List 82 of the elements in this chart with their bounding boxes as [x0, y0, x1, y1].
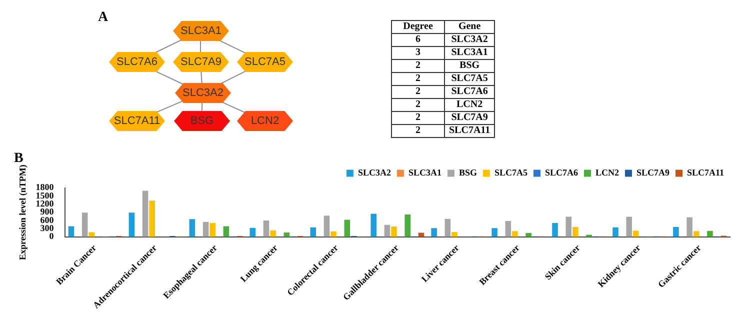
bar: [566, 216, 572, 237]
category-label: LCN2: [444, 98, 495, 112]
bar: [552, 222, 558, 237]
chart-title: B: [14, 151, 24, 166]
bar: [250, 228, 256, 237]
text: A: [98, 10, 108, 26]
category-label: SLC3A2: [444, 34, 495, 46]
category-label: SLC7A9: [444, 112, 495, 124]
bar: [384, 224, 390, 237]
category-label: SLC7A9: [173, 52, 229, 72]
category-label: SLC3A2: [175, 83, 231, 103]
category-label: SLC7A11: [109, 111, 165, 131]
category-label: SLC7A5: [237, 52, 293, 72]
bar: [526, 233, 532, 237]
category-label: BSG: [444, 60, 495, 72]
category-label: BSG: [174, 111, 230, 131]
legend-label: SLC7A5: [494, 168, 528, 178]
bar: [404, 214, 410, 237]
bar: [572, 227, 578, 237]
bar: [452, 232, 458, 237]
y-tick-label: 1500: [36, 190, 54, 200]
data-label: 2: [392, 124, 444, 138]
bar: [88, 232, 95, 237]
bar: [673, 227, 679, 237]
category-label: LCN2: [237, 111, 293, 131]
text: Degree: [392, 20, 444, 34]
bar: [707, 230, 713, 237]
data-label: 2: [392, 112, 444, 124]
bar: [344, 220, 350, 237]
bar: [202, 222, 209, 237]
legend-label: SLC7A6: [544, 168, 578, 178]
category-label: SLC7A5: [444, 72, 495, 86]
bar: [370, 214, 376, 237]
bar: [444, 218, 451, 237]
y-tick-label: 600: [40, 214, 54, 225]
data-label: 6: [392, 34, 444, 46]
bar: [189, 219, 196, 237]
y-tick-label: 0: [49, 231, 54, 242]
text: Gene: [444, 20, 495, 34]
bar: [492, 228, 498, 237]
bar: [82, 212, 88, 237]
bar: [149, 200, 155, 237]
bar: [512, 231, 518, 237]
bar: [633, 230, 639, 237]
bar: [686, 217, 692, 237]
bar: [210, 222, 216, 237]
bar: [270, 230, 276, 237]
bar: [128, 212, 135, 237]
y-axis-title: Expression level (nTPM): [18, 164, 28, 260]
bar: [693, 231, 700, 237]
legend-label: SLC3A2: [358, 168, 392, 178]
bar: [626, 216, 632, 237]
data-label: 2: [392, 60, 444, 72]
legend-label: SLC7A11: [686, 168, 724, 178]
bar: [431, 228, 437, 237]
legend-label: SLC7A9: [636, 168, 670, 178]
bar: [391, 226, 397, 237]
bar: [505, 221, 512, 237]
category-label: SLC7A11: [444, 124, 495, 138]
y-tick-label: 300: [40, 223, 54, 234]
legend-label: BSG: [458, 168, 477, 178]
legend-label: SLC3A1: [408, 168, 442, 178]
y-tick-label: 900: [40, 206, 54, 217]
bar: [142, 190, 148, 237]
bar: [68, 226, 74, 237]
bar: [324, 216, 330, 237]
category-label: SLC7A6: [109, 52, 165, 72]
data-label: 2: [392, 98, 444, 112]
category-label: SLC3A1: [173, 21, 229, 41]
bar: [612, 227, 618, 237]
bar: [330, 231, 336, 237]
category-label: SLC7A6: [444, 86, 495, 98]
category-label: SLC3A1: [444, 46, 495, 60]
data-label: 3: [392, 46, 444, 60]
bar: [263, 220, 270, 237]
data-label: 2: [392, 72, 444, 86]
legend-label: LCN2: [595, 168, 620, 178]
y-tick-label: 1800: [36, 182, 54, 192]
data-label: 2: [392, 86, 444, 98]
bar: [223, 226, 230, 237]
bar: [310, 227, 316, 237]
y-tick-label: 1200: [36, 198, 54, 208]
